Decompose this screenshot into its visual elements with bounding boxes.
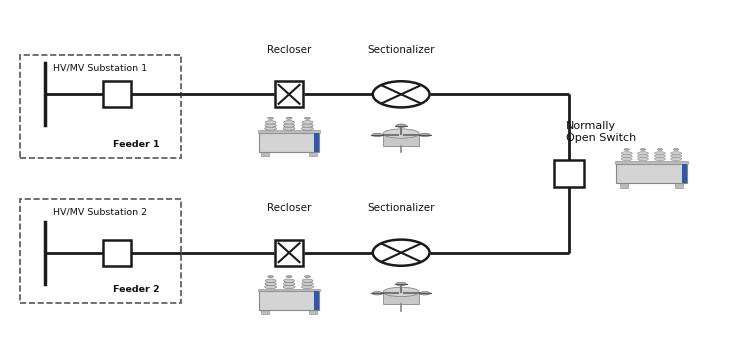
Ellipse shape	[268, 117, 274, 119]
Bar	[620, 184, 628, 188]
Ellipse shape	[670, 154, 682, 158]
Ellipse shape	[304, 276, 310, 278]
Ellipse shape	[638, 158, 649, 161]
Ellipse shape	[265, 127, 277, 130]
Ellipse shape	[284, 121, 295, 124]
Ellipse shape	[670, 158, 682, 161]
Bar	[258, 289, 320, 291]
Ellipse shape	[670, 152, 682, 155]
Ellipse shape	[420, 133, 430, 137]
Text: Normally
Open Switch: Normally Open Switch	[566, 121, 636, 143]
Ellipse shape	[674, 149, 679, 150]
Bar	[383, 292, 419, 304]
Bar	[675, 184, 682, 188]
Ellipse shape	[372, 291, 382, 295]
Text: Sectionalizer: Sectionalizer	[368, 45, 435, 55]
Bar	[554, 160, 584, 187]
Ellipse shape	[657, 149, 663, 150]
Ellipse shape	[284, 124, 295, 127]
Ellipse shape	[286, 276, 292, 278]
Text: Feeder 1: Feeder 1	[112, 141, 159, 150]
Ellipse shape	[621, 158, 632, 161]
Ellipse shape	[420, 291, 430, 295]
Ellipse shape	[265, 285, 277, 289]
Bar	[274, 240, 303, 265]
Ellipse shape	[383, 287, 419, 297]
Bar	[20, 55, 181, 158]
Text: HV/MV Substation 2: HV/MV Substation 2	[53, 208, 148, 217]
Ellipse shape	[265, 282, 276, 286]
Ellipse shape	[396, 282, 406, 286]
Ellipse shape	[302, 121, 313, 124]
Text: Recloser: Recloser	[267, 203, 311, 213]
Ellipse shape	[302, 282, 313, 286]
Ellipse shape	[265, 124, 276, 127]
Ellipse shape	[621, 152, 632, 155]
Bar	[614, 161, 689, 163]
Bar	[262, 152, 269, 156]
Ellipse shape	[655, 154, 665, 158]
Bar	[20, 199, 181, 303]
Circle shape	[373, 81, 430, 108]
Ellipse shape	[621, 154, 632, 158]
Text: Feeder 2: Feeder 2	[112, 285, 159, 294]
Ellipse shape	[302, 124, 313, 127]
Bar	[309, 152, 316, 156]
Bar	[616, 163, 687, 184]
Ellipse shape	[383, 129, 419, 138]
Text: Recloser: Recloser	[267, 45, 311, 55]
Text: HV/MV Substation 1: HV/MV Substation 1	[53, 64, 148, 72]
Ellipse shape	[302, 285, 313, 289]
Ellipse shape	[304, 117, 310, 119]
Bar	[383, 134, 419, 146]
Bar	[274, 82, 303, 107]
Ellipse shape	[266, 279, 276, 282]
Ellipse shape	[283, 127, 295, 130]
Ellipse shape	[396, 124, 406, 127]
Bar	[103, 240, 131, 265]
Ellipse shape	[286, 117, 292, 119]
Ellipse shape	[655, 152, 665, 155]
Bar	[262, 310, 269, 314]
Ellipse shape	[640, 149, 646, 150]
Ellipse shape	[284, 282, 295, 286]
Circle shape	[373, 239, 430, 266]
Ellipse shape	[283, 285, 295, 289]
Bar	[314, 133, 319, 152]
Bar	[682, 163, 687, 184]
Ellipse shape	[372, 133, 382, 137]
Ellipse shape	[638, 152, 649, 155]
Ellipse shape	[266, 121, 276, 124]
Ellipse shape	[655, 158, 665, 161]
Ellipse shape	[638, 154, 649, 158]
Bar	[260, 133, 319, 152]
Bar	[103, 82, 131, 107]
Ellipse shape	[268, 276, 274, 278]
Ellipse shape	[284, 279, 295, 282]
Ellipse shape	[302, 127, 313, 130]
Bar	[258, 130, 320, 133]
Bar	[260, 291, 319, 310]
Bar	[314, 291, 319, 310]
Bar	[309, 310, 316, 314]
Ellipse shape	[302, 279, 313, 282]
Ellipse shape	[624, 149, 629, 150]
Text: Sectionalizer: Sectionalizer	[368, 203, 435, 213]
